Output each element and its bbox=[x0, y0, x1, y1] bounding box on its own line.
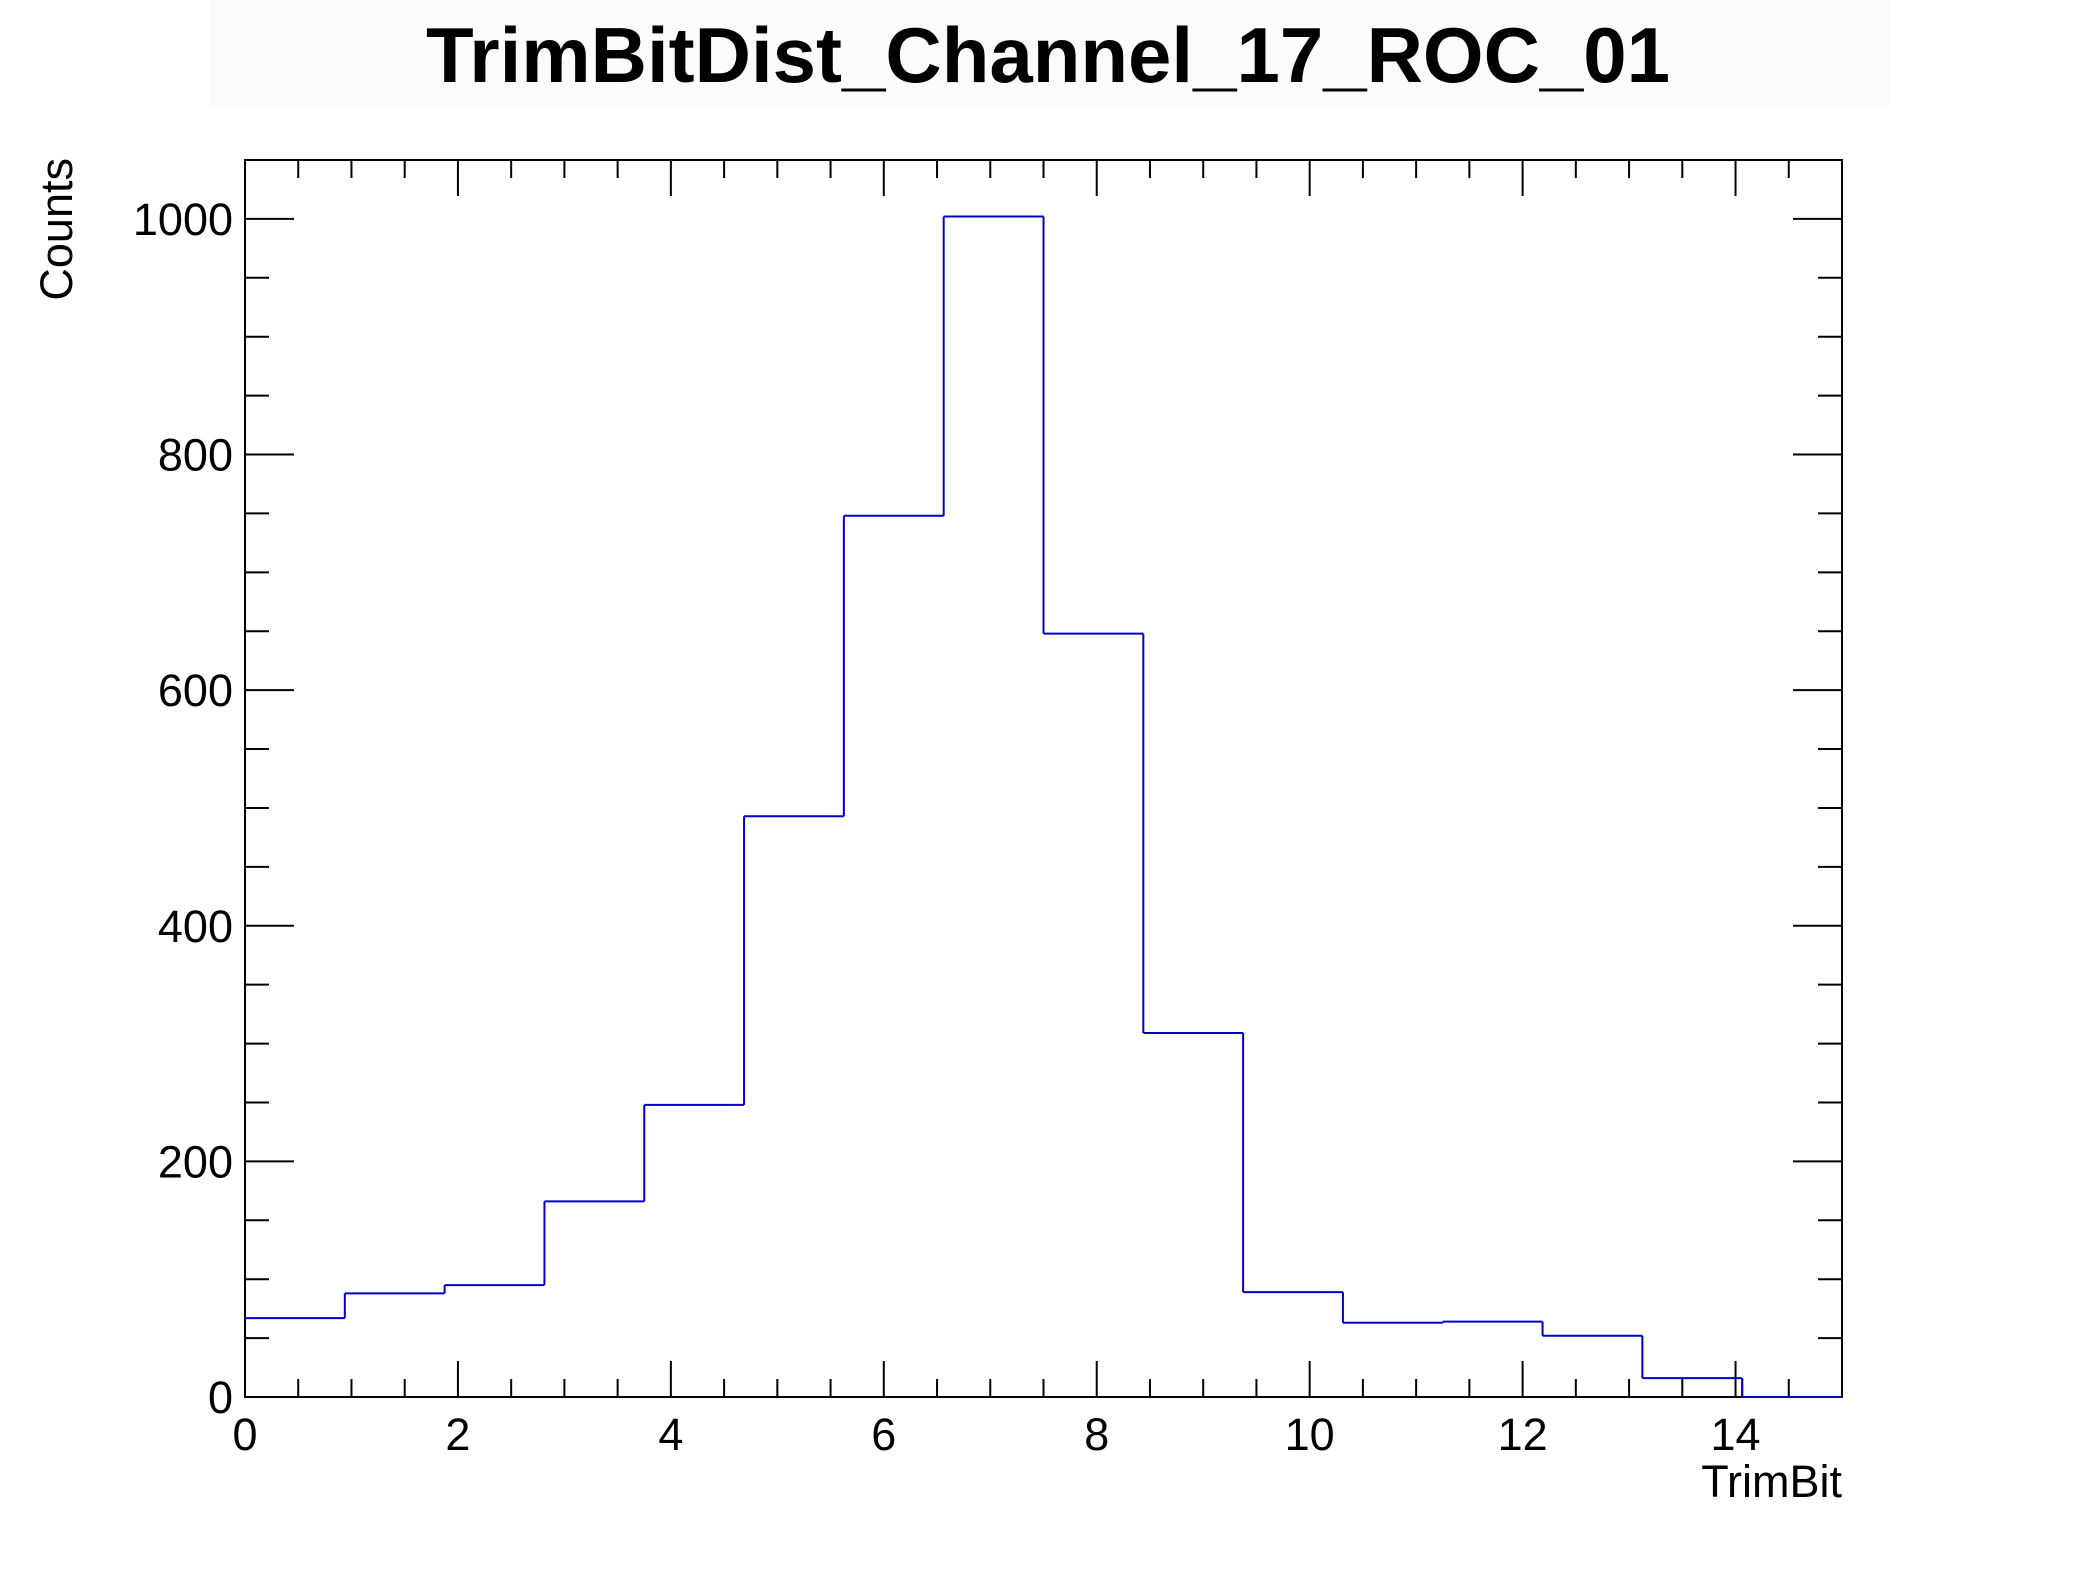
y-tick-label: 400 bbox=[158, 901, 233, 952]
title-background bbox=[210, 0, 1890, 108]
x-tick-label: 12 bbox=[1498, 1409, 1548, 1460]
chart-title: TrimBitDist_Channel_17_ROC_01 bbox=[426, 11, 1670, 99]
plot-area: 0 2 4 6 8 10 12 14 0 200 400 600 800 1000 bbox=[133, 159, 1843, 1460]
y-tick-label: 600 bbox=[158, 665, 233, 716]
y-axis-label: Counts bbox=[31, 158, 82, 301]
x-tick-label: 6 bbox=[871, 1409, 896, 1460]
x-tick-label: 14 bbox=[1711, 1409, 1761, 1460]
x-axis-label: TrimBit bbox=[1701, 1456, 1842, 1507]
x-tick-label: 8 bbox=[1084, 1409, 1109, 1460]
y-tick-label: 1000 bbox=[133, 194, 233, 245]
x-tick-label: 10 bbox=[1285, 1409, 1335, 1460]
x-tick-label: 4 bbox=[658, 1409, 683, 1460]
x-tick-label: 0 bbox=[232, 1409, 257, 1460]
y-tick-label: 200 bbox=[158, 1136, 233, 1187]
y-tick-label: 0 bbox=[208, 1372, 233, 1423]
x-tick-label: 2 bbox=[445, 1409, 470, 1460]
y-tick-label: 800 bbox=[158, 430, 233, 481]
